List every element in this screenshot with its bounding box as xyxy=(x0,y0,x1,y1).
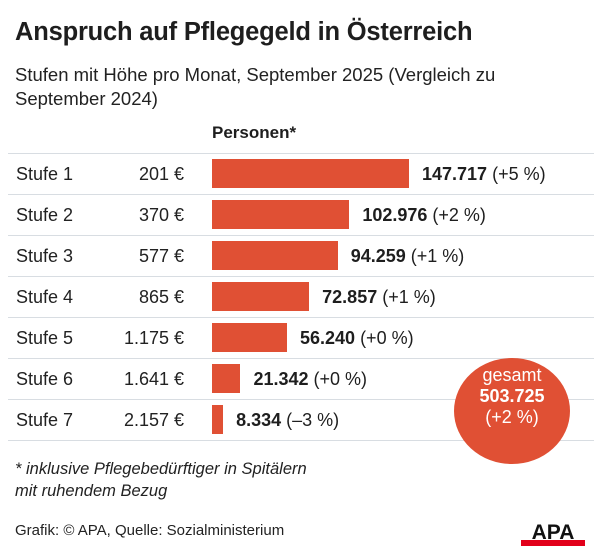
value-label: 102.976 (+2 %) xyxy=(362,205,486,226)
row-label: Stufe 1 xyxy=(16,164,74,184)
row-separator xyxy=(8,276,594,277)
value-label: 21.342 (+0 %) xyxy=(253,369,367,390)
row-separator xyxy=(8,440,594,441)
value-label: 8.334 (–3 %) xyxy=(236,410,339,431)
value-number: 8.334 xyxy=(236,410,282,430)
value-change: (+1 %) xyxy=(405,246,465,266)
row-amount: 1.641 € xyxy=(123,369,184,389)
total-value: 503.725 xyxy=(479,386,545,406)
row-separator xyxy=(8,317,594,318)
total-badge: gesamt 503.725 (+2 %) xyxy=(454,358,570,464)
row-label: Stufe 2 xyxy=(16,205,74,225)
row-label: Stufe 6 xyxy=(16,369,74,389)
value-label: 56.240 (+0 %) xyxy=(300,328,414,349)
value-number: 21.342 xyxy=(253,369,309,389)
value-number: 72.857 xyxy=(322,287,378,307)
row-separator xyxy=(8,399,594,400)
chart-title: Anspruch auf Pflegegeld in Österreich xyxy=(15,18,473,46)
total-change: (+2 %) xyxy=(485,407,539,427)
value-change: (+2 %) xyxy=(427,205,486,225)
value-label: 147.717 (+5 %) xyxy=(422,164,546,185)
value-label: 72.857 (+1 %) xyxy=(322,287,436,308)
footnote-line-2: mit ruhendem Bezug xyxy=(15,482,168,500)
row-label: Stufe 7 xyxy=(16,410,74,430)
bar xyxy=(212,241,338,270)
value-number: 56.240 xyxy=(300,328,356,348)
row-amount: 1.175 € xyxy=(123,328,184,348)
value-change: (–3 %) xyxy=(281,410,340,430)
value-number: 147.717 xyxy=(422,164,488,184)
row-amount: 370 € xyxy=(138,205,184,225)
bar xyxy=(212,405,224,434)
value-change: (+0 %) xyxy=(355,328,414,348)
row-separator xyxy=(8,358,594,359)
row-label: Stufe 3 xyxy=(16,246,74,266)
source-credit: Grafik: © APA, Quelle: Sozialministerium xyxy=(15,522,285,539)
value-label: 94.259 (+1 %) xyxy=(351,246,465,267)
apa-logo-text: APA xyxy=(532,521,575,544)
row-amount: 865 € xyxy=(138,287,184,307)
bar xyxy=(212,364,241,393)
bar xyxy=(212,200,350,229)
value-number: 102.976 xyxy=(362,205,428,225)
value-number: 94.259 xyxy=(350,246,406,266)
row-amount: 577 € xyxy=(138,246,184,266)
bar xyxy=(212,159,409,188)
chart-subtitle: Stufen mit Höhe pro Monat, September 202… xyxy=(15,64,496,109)
row-separator xyxy=(8,194,594,195)
value-change: (+5 %) xyxy=(487,164,546,184)
value-change: (+0 %) xyxy=(308,369,368,389)
row-amount: 201 € xyxy=(138,164,184,184)
column-header-personen: Personen* xyxy=(212,123,297,142)
total-label: gesamt xyxy=(482,365,542,385)
apa-logo-bar xyxy=(521,540,585,546)
apa-logo: APA xyxy=(521,521,585,546)
row-separator xyxy=(8,153,594,154)
row-label: Stufe 4 xyxy=(16,287,74,307)
row-separator xyxy=(8,235,594,236)
value-change: (+1 %) xyxy=(377,287,436,307)
bar xyxy=(212,282,310,311)
bar xyxy=(212,323,287,352)
footnote: * inklusive Pflegebedürftiger in Spitäle… xyxy=(15,458,307,502)
row-label: Stufe 5 xyxy=(16,328,74,348)
row-amount: 2.157 € xyxy=(123,410,184,430)
footnote-line-1: * inklusive Pflegebedürftiger in Spitäle… xyxy=(15,460,307,478)
